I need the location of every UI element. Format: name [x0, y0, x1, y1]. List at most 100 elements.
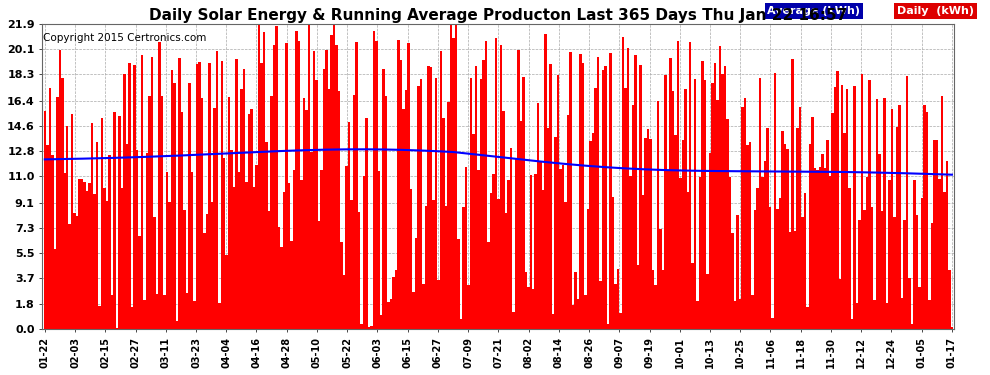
- Bar: [221, 62, 223, 329]
- Bar: [273, 45, 275, 329]
- Bar: [525, 272, 527, 329]
- Bar: [661, 270, 664, 329]
- Bar: [582, 63, 584, 329]
- Text: Daily  (kWh): Daily (kWh): [897, 6, 974, 16]
- Bar: [76, 216, 78, 329]
- Bar: [350, 200, 352, 329]
- Bar: [632, 105, 635, 329]
- Bar: [288, 183, 290, 329]
- Bar: [49, 87, 51, 329]
- Bar: [816, 170, 819, 329]
- Bar: [457, 238, 459, 329]
- Bar: [131, 307, 134, 329]
- Bar: [530, 176, 532, 329]
- Bar: [113, 112, 116, 329]
- Bar: [238, 172, 241, 329]
- Bar: [415, 238, 418, 329]
- Bar: [343, 275, 346, 329]
- Bar: [758, 78, 761, 329]
- Bar: [552, 314, 554, 329]
- Bar: [936, 140, 939, 329]
- Bar: [395, 270, 397, 329]
- Bar: [743, 98, 746, 329]
- Bar: [236, 59, 238, 329]
- Bar: [497, 199, 500, 329]
- Text: Copyright 2015 Certronics.com: Copyright 2015 Certronics.com: [44, 33, 207, 44]
- Bar: [144, 300, 146, 329]
- Bar: [746, 145, 748, 329]
- Bar: [433, 200, 435, 329]
- Bar: [684, 88, 686, 329]
- Bar: [913, 180, 916, 329]
- Bar: [697, 301, 699, 329]
- Bar: [223, 158, 226, 329]
- Bar: [246, 182, 248, 329]
- Bar: [370, 326, 372, 329]
- Bar: [649, 139, 651, 329]
- Bar: [564, 202, 567, 329]
- Bar: [430, 68, 433, 329]
- Bar: [559, 169, 562, 329]
- Bar: [150, 57, 153, 329]
- Bar: [856, 303, 858, 329]
- Bar: [908, 278, 911, 329]
- Bar: [206, 214, 208, 329]
- Bar: [729, 177, 732, 329]
- Bar: [96, 142, 98, 329]
- Bar: [263, 32, 265, 329]
- Bar: [47, 145, 49, 329]
- Bar: [625, 88, 627, 329]
- Bar: [806, 307, 809, 329]
- Bar: [53, 249, 56, 329]
- Bar: [418, 86, 420, 329]
- Bar: [640, 65, 642, 329]
- Bar: [592, 133, 594, 329]
- Bar: [627, 48, 630, 329]
- Bar: [572, 305, 574, 329]
- Bar: [776, 209, 779, 329]
- Bar: [769, 207, 771, 329]
- Bar: [270, 96, 273, 329]
- Bar: [704, 80, 707, 329]
- Bar: [175, 321, 178, 329]
- Bar: [635, 55, 637, 329]
- Bar: [761, 177, 763, 329]
- Bar: [136, 150, 139, 329]
- Bar: [587, 209, 589, 329]
- Bar: [646, 129, 649, 329]
- Bar: [346, 166, 347, 329]
- Bar: [440, 51, 443, 329]
- Bar: [313, 51, 315, 329]
- Bar: [392, 278, 395, 329]
- Bar: [213, 108, 216, 329]
- Bar: [881, 211, 883, 329]
- Bar: [732, 232, 734, 329]
- Bar: [347, 122, 350, 329]
- Bar: [557, 75, 559, 329]
- Bar: [367, 327, 370, 329]
- Bar: [948, 270, 950, 329]
- Bar: [111, 296, 113, 329]
- Bar: [510, 148, 512, 329]
- Bar: [464, 167, 467, 329]
- Bar: [839, 279, 842, 329]
- Bar: [829, 176, 831, 329]
- Bar: [644, 138, 646, 329]
- Bar: [676, 40, 679, 329]
- Bar: [821, 154, 824, 329]
- Bar: [390, 299, 392, 329]
- Bar: [609, 53, 612, 329]
- Bar: [719, 46, 722, 329]
- Bar: [257, 24, 260, 329]
- Bar: [310, 152, 313, 329]
- Bar: [252, 187, 255, 329]
- Bar: [178, 58, 180, 329]
- Bar: [742, 106, 743, 329]
- Bar: [712, 83, 714, 329]
- Bar: [517, 50, 520, 329]
- Bar: [694, 80, 697, 329]
- Bar: [520, 121, 522, 329]
- Bar: [888, 180, 891, 329]
- Bar: [108, 155, 111, 329]
- Bar: [341, 242, 343, 329]
